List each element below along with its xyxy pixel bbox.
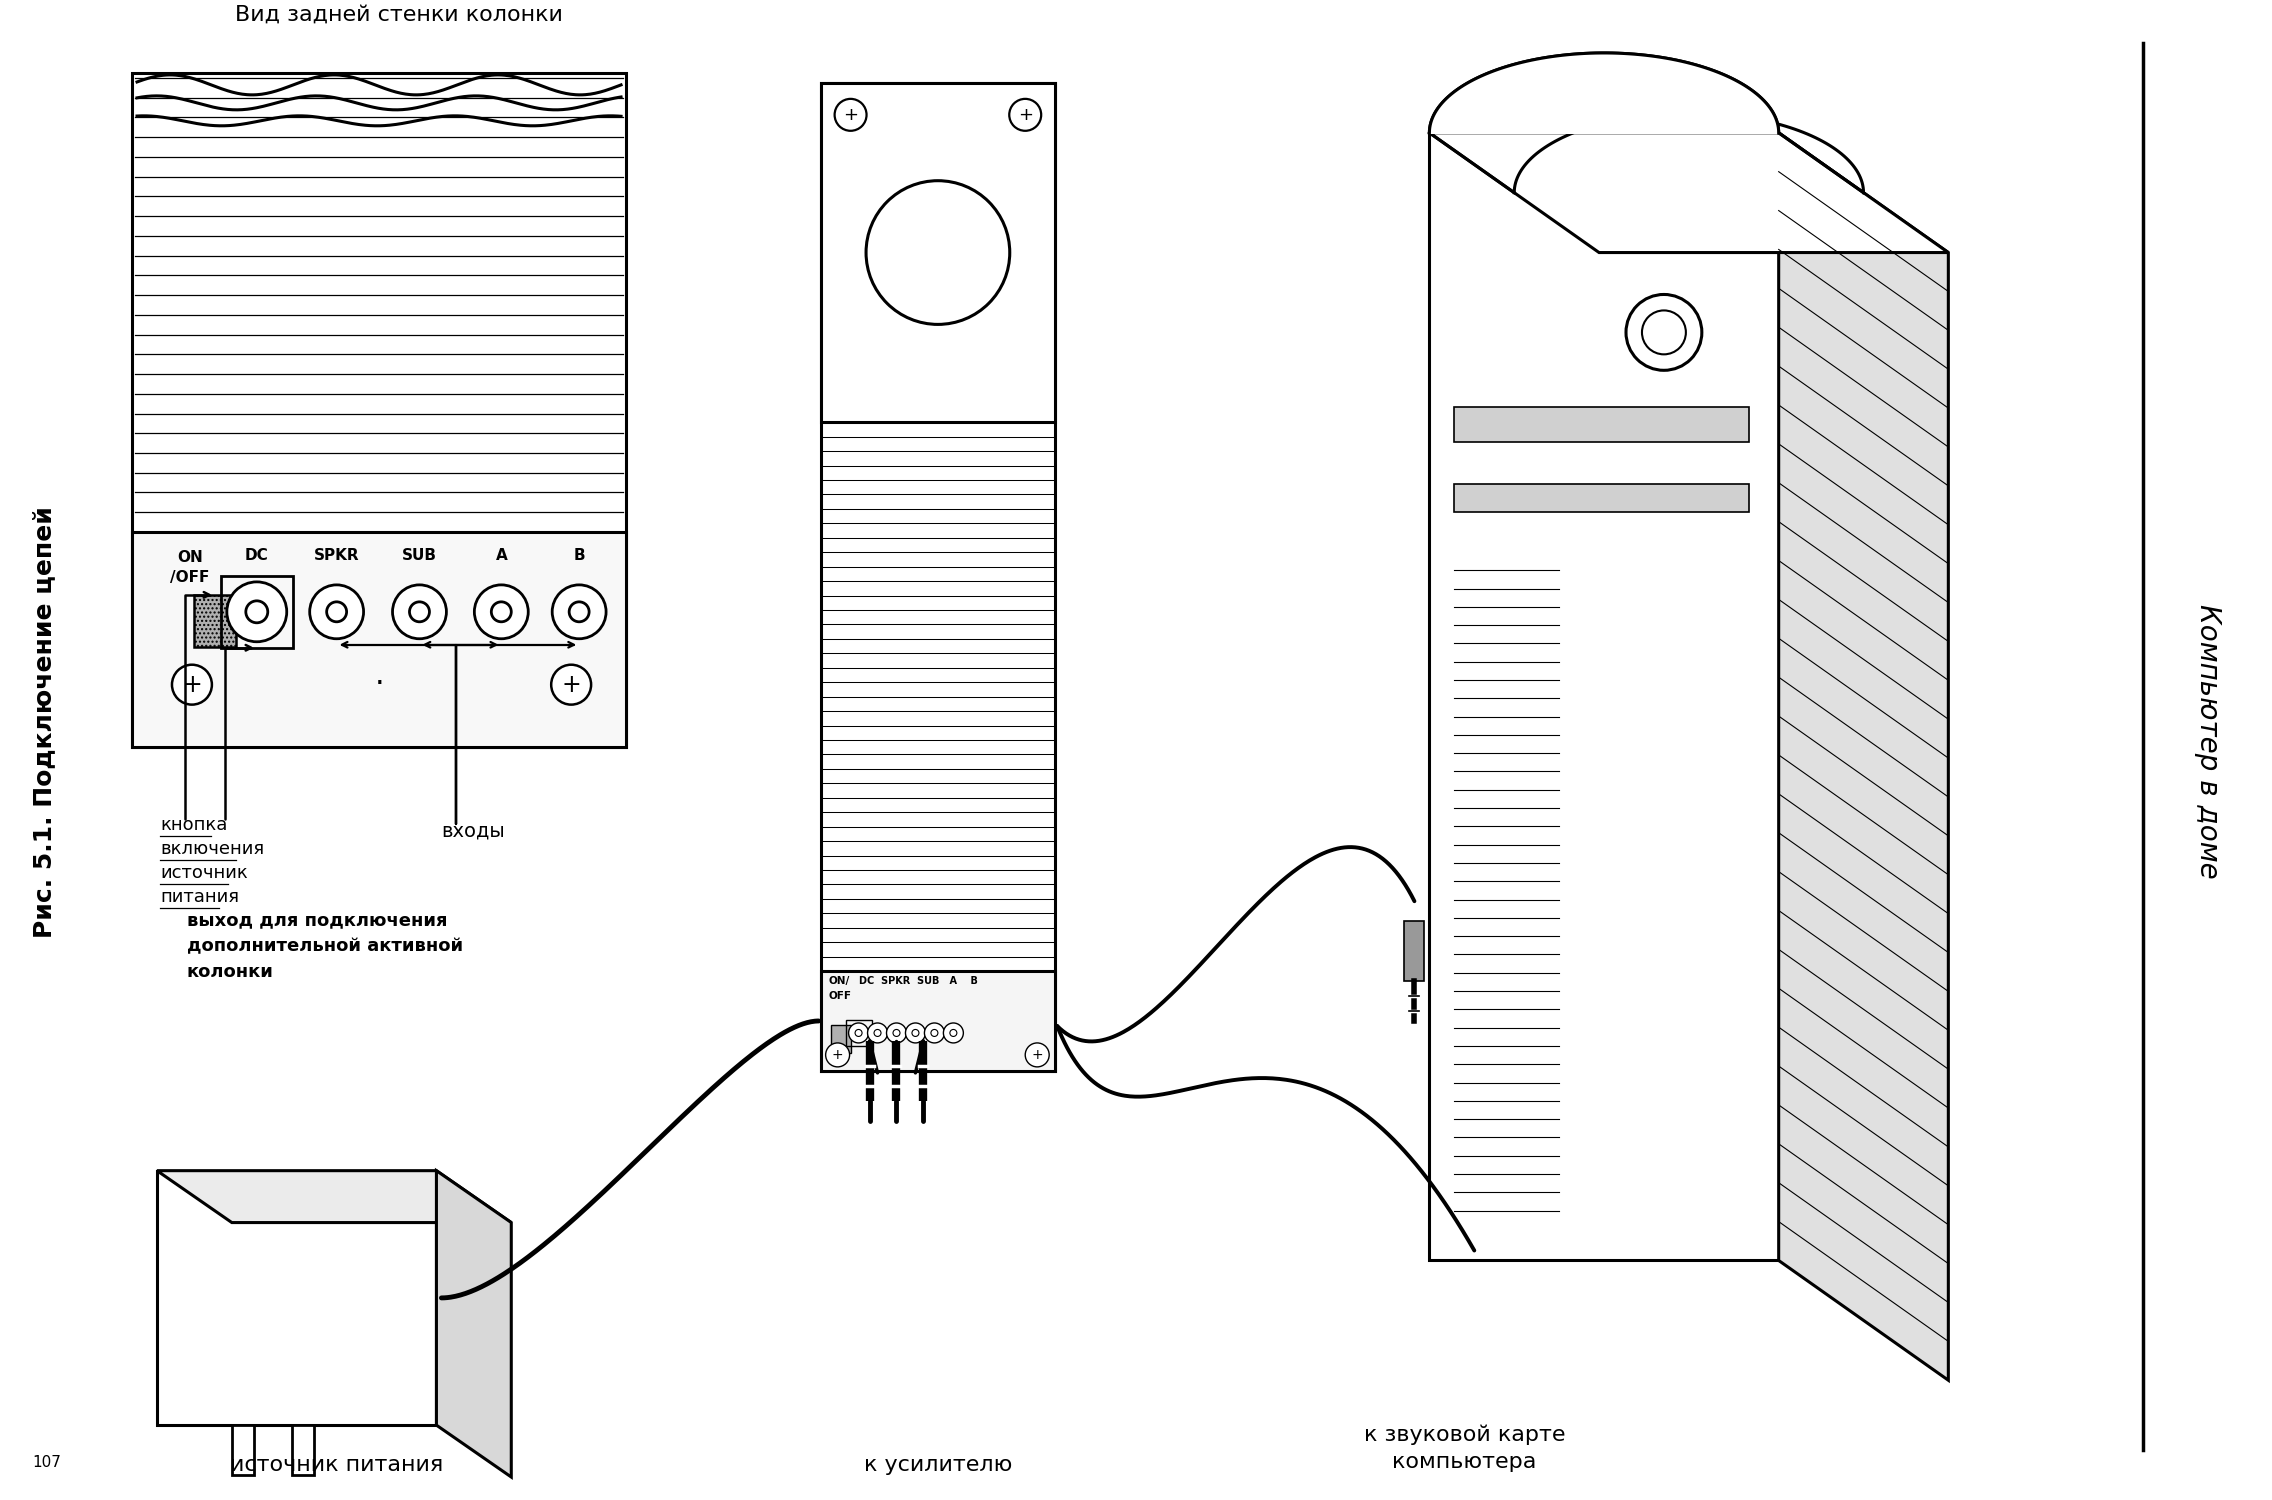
Circle shape: [393, 585, 445, 639]
Text: включения: включения: [159, 840, 264, 858]
Circle shape: [1025, 1042, 1050, 1066]
Text: к звуковой карте: к звуковой карте: [1363, 1425, 1565, 1444]
Circle shape: [847, 1023, 868, 1042]
Text: +: +: [182, 672, 202, 696]
Circle shape: [893, 1029, 900, 1036]
Circle shape: [491, 602, 511, 622]
Polygon shape: [1429, 134, 1949, 252]
Text: A: A: [495, 548, 507, 562]
Text: к усилителю: к усилителю: [863, 1455, 1011, 1474]
Bar: [832, 1024, 850, 1053]
Circle shape: [327, 602, 348, 622]
Text: источник питания: источник питания: [229, 1455, 443, 1474]
Bar: [132, 532, 627, 747]
Circle shape: [943, 1023, 963, 1042]
Text: ON: ON: [177, 550, 202, 566]
Circle shape: [552, 585, 607, 639]
Circle shape: [1627, 294, 1702, 370]
Circle shape: [173, 664, 211, 705]
Bar: [157, 1170, 436, 1425]
Circle shape: [925, 1023, 945, 1042]
Text: источник: источник: [159, 864, 248, 882]
Circle shape: [409, 602, 429, 622]
Circle shape: [950, 1029, 957, 1036]
Circle shape: [907, 1023, 925, 1042]
Circle shape: [245, 602, 268, 622]
Bar: [132, 74, 627, 747]
Bar: [1404, 921, 1425, 981]
Text: +: +: [1031, 1048, 1043, 1062]
Circle shape: [475, 585, 529, 639]
Circle shape: [309, 585, 364, 639]
Text: ·: ·: [375, 670, 384, 699]
Text: +: +: [1018, 106, 1034, 124]
Text: кнопка: кнопка: [159, 816, 227, 834]
Polygon shape: [1429, 134, 1779, 1260]
Text: 107: 107: [32, 1455, 61, 1470]
Bar: [291, 1425, 314, 1474]
Bar: [820, 82, 1054, 1071]
Circle shape: [911, 1029, 918, 1036]
Text: DC  SPKR  SUB   A    B: DC SPKR SUB A B: [859, 976, 977, 986]
Bar: [232, 1425, 254, 1474]
Text: B: B: [573, 548, 584, 562]
Bar: [1454, 406, 1749, 442]
Bar: [845, 1020, 872, 1046]
Text: питания: питания: [159, 888, 239, 906]
Circle shape: [868, 1023, 888, 1042]
Bar: [236, 1428, 250, 1473]
Bar: [193, 596, 236, 646]
Polygon shape: [157, 1170, 511, 1222]
Text: Рис. 5.1. Подключение цепей: Рис. 5.1. Подключение цепей: [32, 506, 57, 938]
Text: Компьютер в доме: Компьютер в доме: [2195, 604, 2222, 879]
Circle shape: [1009, 99, 1041, 130]
Circle shape: [875, 1029, 882, 1036]
Circle shape: [854, 1029, 861, 1036]
Bar: [298, 1428, 309, 1473]
Text: OFF: OFF: [829, 992, 852, 1000]
Circle shape: [1643, 310, 1686, 354]
Text: компьютера: компьютера: [1393, 1452, 1536, 1472]
Text: колонки: колонки: [186, 963, 275, 981]
Circle shape: [825, 1042, 850, 1066]
Circle shape: [866, 180, 1009, 324]
Circle shape: [552, 664, 591, 705]
Text: /OFF: /OFF: [170, 570, 209, 585]
Text: +: +: [561, 672, 582, 696]
Text: выход для подключения: выход для подключения: [186, 910, 448, 928]
Polygon shape: [1429, 53, 1779, 134]
Bar: [1454, 484, 1749, 512]
Circle shape: [570, 602, 588, 622]
Text: ON/: ON/: [829, 976, 850, 986]
Text: дополнительной активной: дополнительной активной: [186, 938, 463, 956]
Text: SPKR: SPKR: [314, 548, 359, 562]
Text: входы: входы: [441, 822, 504, 840]
Circle shape: [834, 99, 866, 130]
Circle shape: [886, 1023, 907, 1042]
Bar: [820, 970, 1054, 1071]
Circle shape: [932, 1029, 938, 1036]
Polygon shape: [1779, 134, 1949, 1380]
Text: +: +: [843, 106, 859, 124]
Text: DC: DC: [245, 548, 268, 562]
Text: SUB: SUB: [402, 548, 436, 562]
Polygon shape: [436, 1170, 511, 1478]
Text: +: +: [832, 1048, 843, 1062]
Bar: [220, 576, 293, 648]
Circle shape: [227, 582, 286, 642]
Bar: [820, 82, 1054, 422]
Text: Вид задней стенки колонки: Вид задней стенки колонки: [234, 4, 563, 26]
